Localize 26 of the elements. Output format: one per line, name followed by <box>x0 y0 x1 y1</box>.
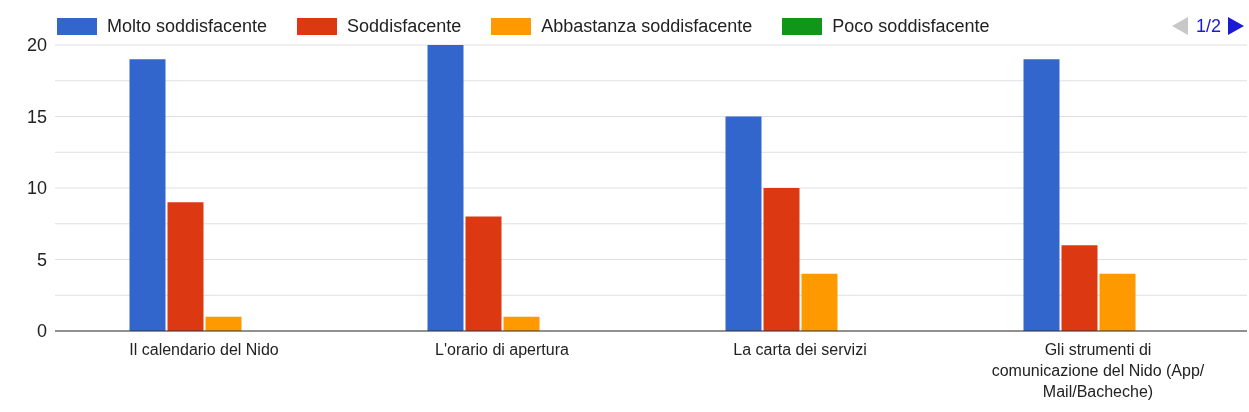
bar <box>427 45 464 331</box>
bar <box>1023 59 1060 331</box>
legend-label: Molto soddisfacente <box>107 15 268 37</box>
legend-label: Abbastanza soddisfacente <box>541 15 753 37</box>
y-tick-label: 20 <box>26 35 47 56</box>
bar <box>167 202 204 331</box>
text: 1/2 <box>1195 15 1221 37</box>
x-tick-label: Gli strumenti di comunicazione del Nido (App/Mail/Bacheche) <box>991 341 1205 400</box>
x-tick-label: La carta dei servizi <box>733 341 867 358</box>
y-tick-label: 15 <box>26 106 47 127</box>
bar <box>205 316 242 331</box>
bar <box>725 116 762 331</box>
legend-label: Poco soddisfacente <box>832 15 990 37</box>
y-tick-label: 0 <box>36 321 47 342</box>
bar <box>1061 245 1098 331</box>
bar <box>129 59 166 331</box>
x-tick-label: L'orario di apertura <box>435 341 569 358</box>
bar <box>1099 273 1136 331</box>
y-tick-label: 5 <box>36 249 47 270</box>
legend-label: Soddisfacente <box>347 15 462 37</box>
bar <box>801 273 838 331</box>
y-tick-label: 10 <box>26 178 47 199</box>
bar <box>465 216 502 331</box>
x-tick-label: Il calendario del Nido <box>129 341 279 358</box>
bar <box>503 316 540 331</box>
bar <box>763 188 800 331</box>
